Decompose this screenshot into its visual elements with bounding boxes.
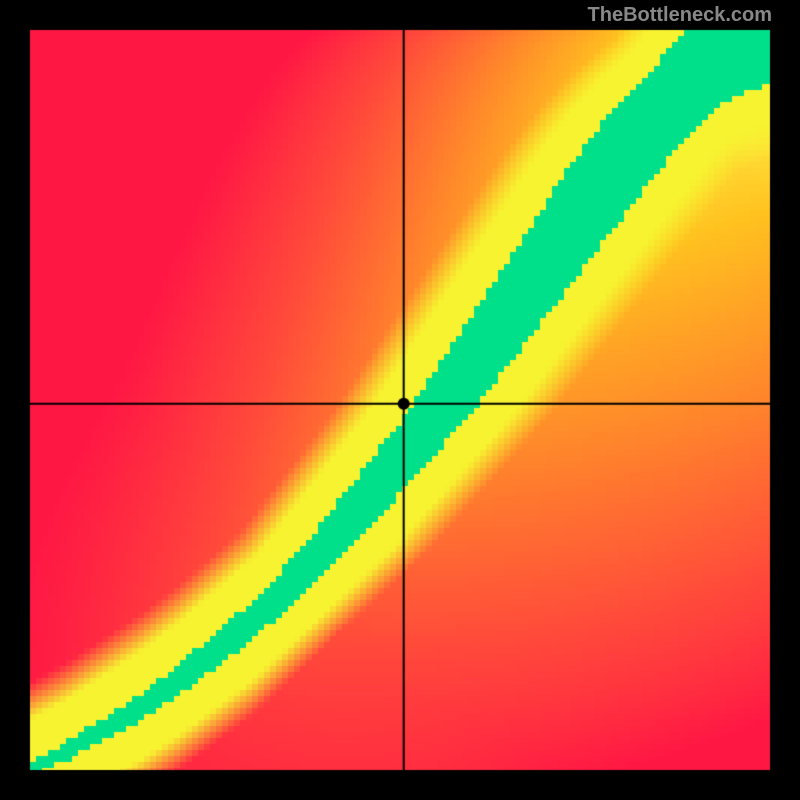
chart-frame: TheBottleneck.com (0, 0, 800, 800)
bottleneck-heatmap-canvas (0, 0, 800, 800)
